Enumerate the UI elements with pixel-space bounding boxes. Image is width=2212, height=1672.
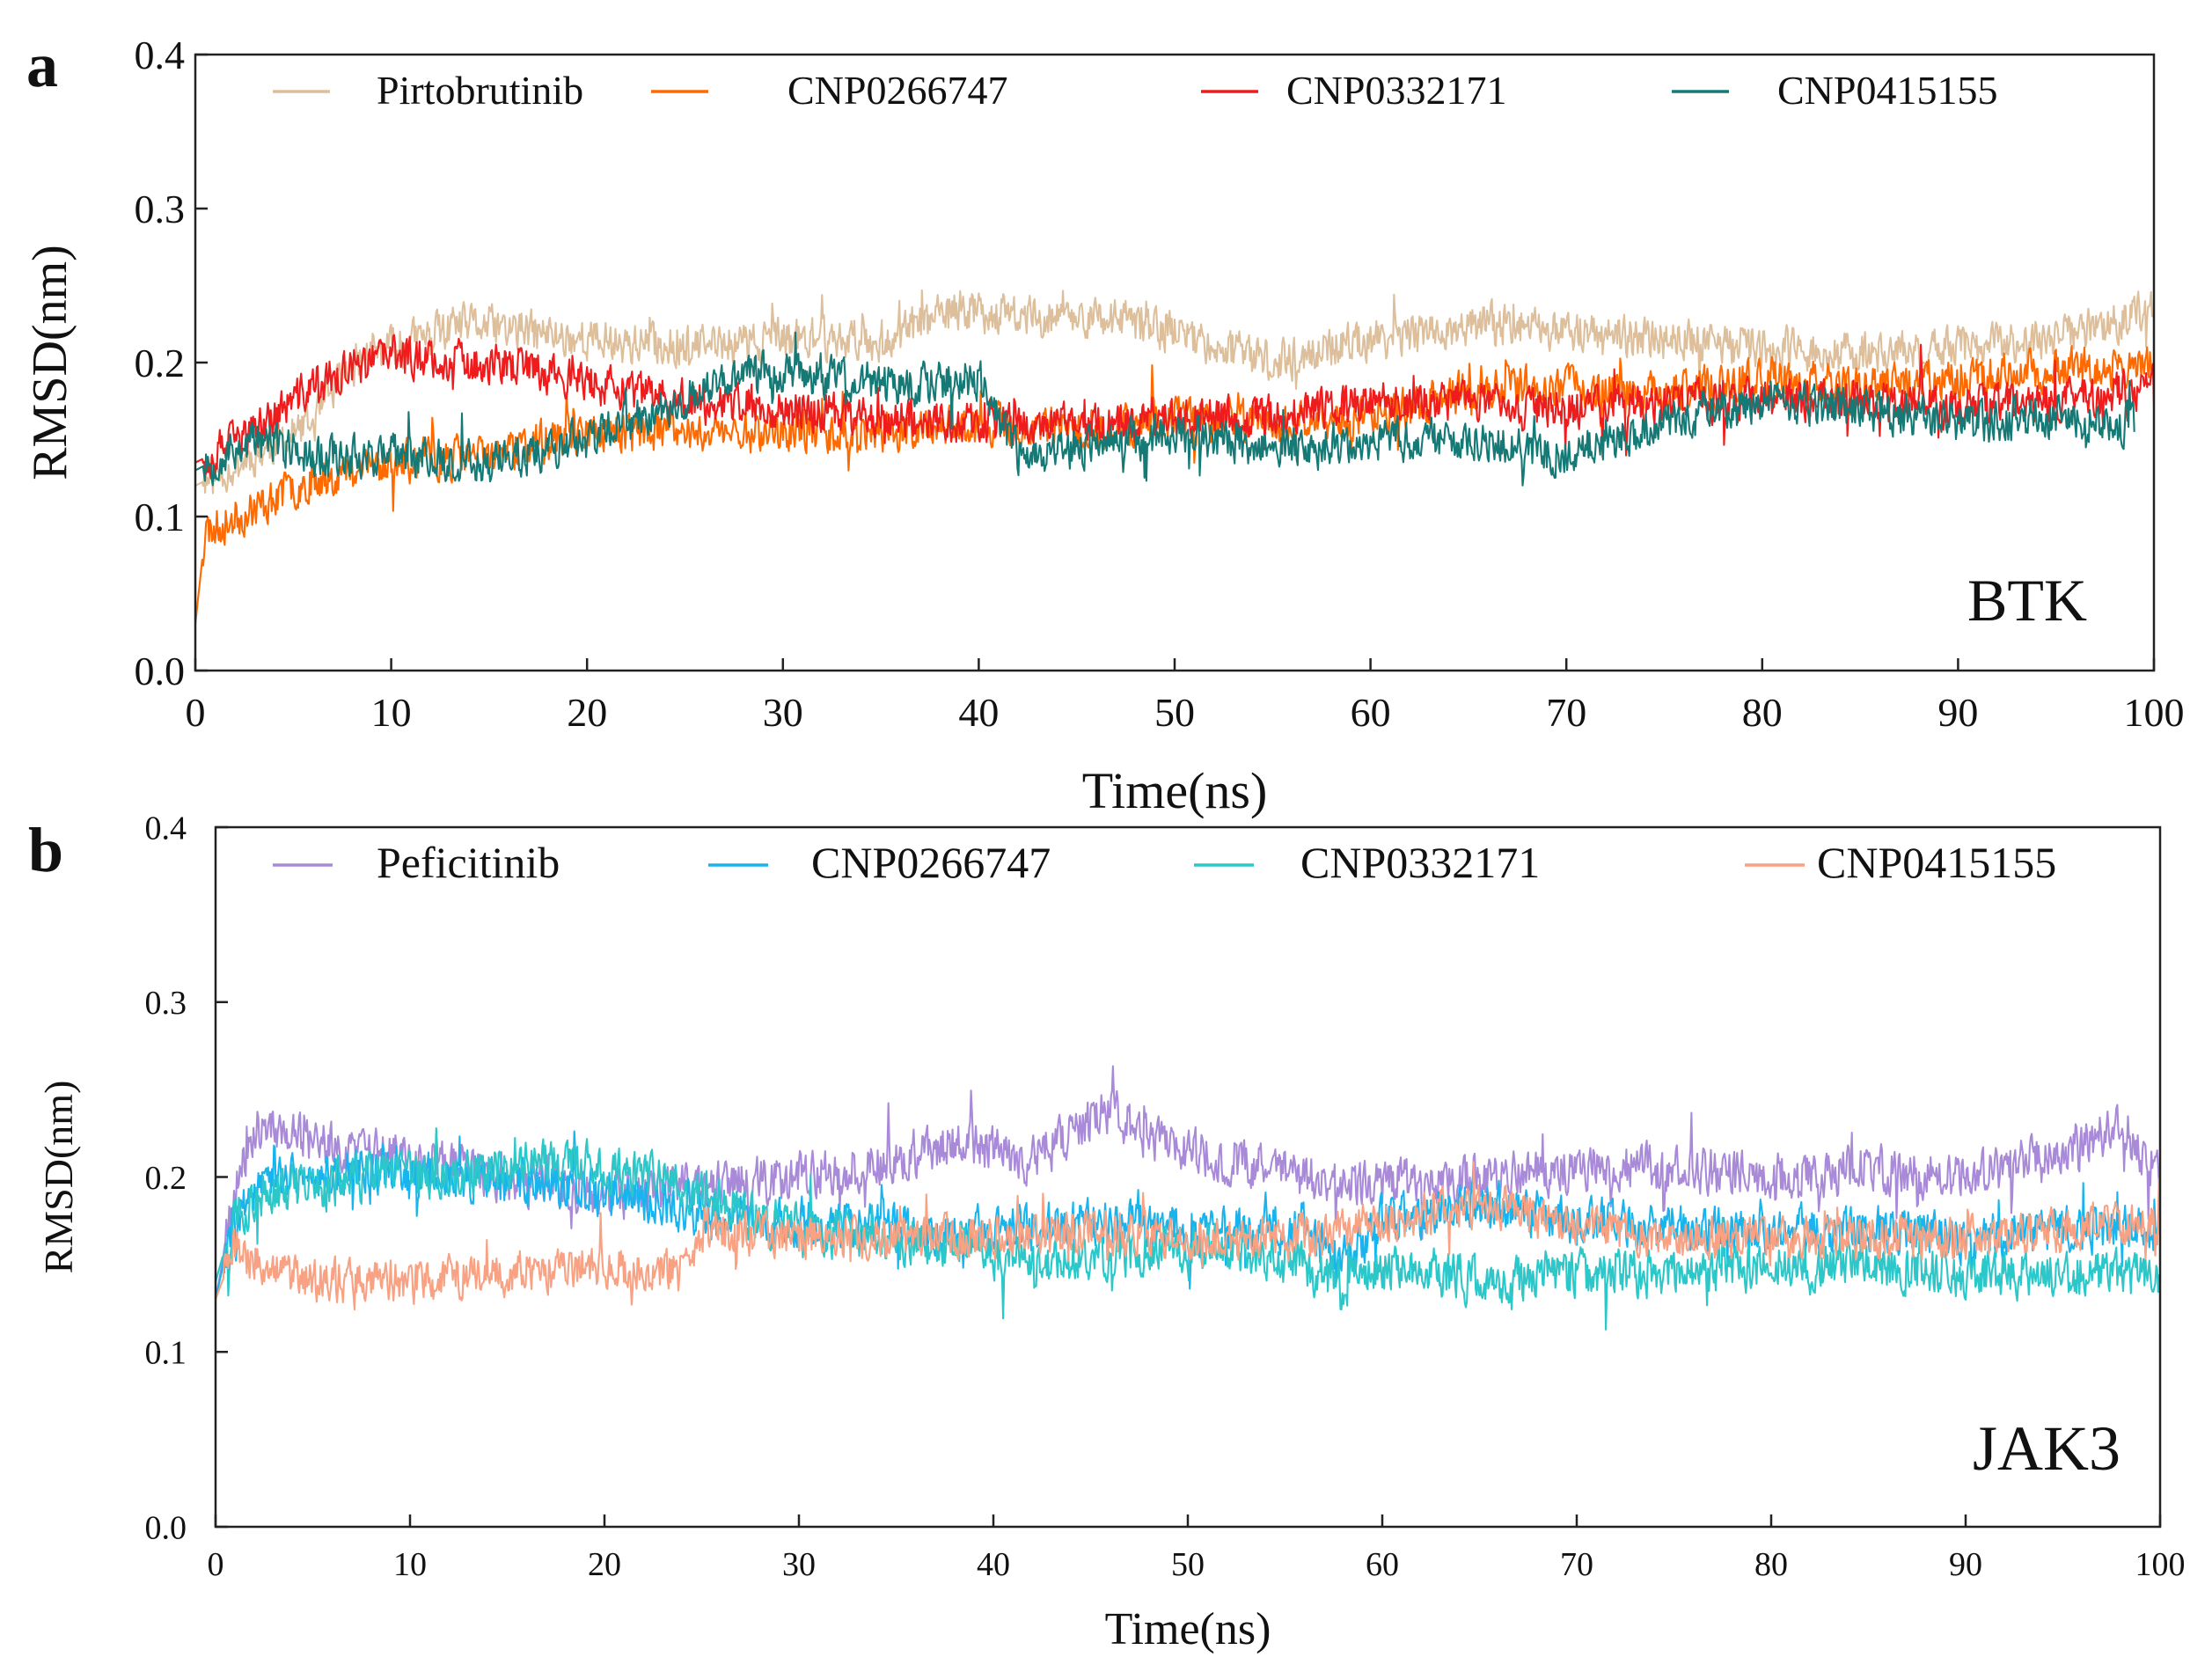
x-tick-label: 60 xyxy=(1366,1546,1399,1583)
x-tick-label: 40 xyxy=(977,1546,1010,1583)
legend-label: CNP0415155 xyxy=(1817,838,2056,887)
y-tick-label: 0.4 xyxy=(135,33,186,77)
x-tick-label: 100 xyxy=(2135,1546,2186,1583)
x-tick-label: 20 xyxy=(588,1546,621,1583)
y-tick-label: 0.3 xyxy=(135,187,186,231)
y-tick-label: 0.1 xyxy=(145,1335,187,1372)
x-tick-label: 80 xyxy=(1742,690,1783,735)
series-line-cnp0332171 xyxy=(216,1127,2160,1331)
series-line-cnp0415155 xyxy=(216,1161,2160,1311)
x-tick-label: 90 xyxy=(1949,1546,1982,1583)
legend-label: CNP0266747 xyxy=(811,838,1051,887)
y-tick-label: 0.1 xyxy=(135,495,186,539)
x-tick-label: 30 xyxy=(782,1546,816,1583)
x-tick-label: 0 xyxy=(186,690,206,735)
x-tick-label: 40 xyxy=(958,690,999,735)
chart-panel-a: 0 10 20 30 40 50 60 70 80 90 100 0.0 0.1 0.2 0.3 0.4 Tim… xyxy=(23,30,2185,819)
x-tick-label: 90 xyxy=(1937,690,1978,735)
y-tick-label: 0.0 xyxy=(135,649,186,693)
series-line-cnp0266747 xyxy=(195,344,2154,625)
y-tick-label: 0.2 xyxy=(145,1160,187,1197)
legend-label: CNP0266747 xyxy=(787,68,1007,113)
series-group xyxy=(195,289,2154,625)
panel-letter: a xyxy=(26,30,58,100)
panel-annotation: JAK3 xyxy=(1973,1413,2120,1484)
legend-label: Pirtobrutinib xyxy=(377,68,583,113)
x-tick-label: 70 xyxy=(1546,690,1586,735)
legend-label: CNP0415155 xyxy=(1777,68,1997,113)
y-axis-label: RMSD(nm) xyxy=(36,1081,81,1274)
chart-panel-b: 0 10 20 30 40 50 60 70 80 90 100 0.0 0.1 0.2 0.3 0.4 Tim… xyxy=(28,810,2186,1654)
x-tick-label: 60 xyxy=(1351,690,1391,735)
series-group xyxy=(216,1065,2160,1331)
y-tick-label: 0.2 xyxy=(135,341,186,385)
y-tick-label: 0.4 xyxy=(145,810,187,847)
x-axis-label: Time(ns) xyxy=(1082,762,1268,819)
x-axis-label: Time(ns) xyxy=(1105,1604,1271,1654)
series-line-cnp0332171 xyxy=(195,334,2154,480)
x-tick-label: 10 xyxy=(393,1546,427,1583)
x-tick-label: 50 xyxy=(1154,690,1195,735)
x-tick-label: 100 xyxy=(2124,690,2185,735)
y-axis-label: RMSD(nm) xyxy=(23,245,77,480)
panel-annotation: BTK xyxy=(1967,567,2087,634)
series-line-peficitinib xyxy=(216,1065,2160,1300)
series-line-cnp0415155 xyxy=(195,331,2135,487)
legend: Pirtobrutinib CNP0266747 CNP0332171 CNP0415… xyxy=(273,68,1997,113)
x-tick-label: 50 xyxy=(1171,1546,1205,1583)
legend-label: Peficitinib xyxy=(377,838,560,887)
x-tick-label: 30 xyxy=(763,690,803,735)
series-line-pirtobrutinib xyxy=(195,289,2154,495)
legend: Peficitinib CNP0266747 CNP0332171 CNP041515… xyxy=(273,838,2056,887)
y-tick-label: 0.0 xyxy=(145,1509,187,1546)
legend-label: CNP0332171 xyxy=(1300,838,1540,887)
x-tick-label: 80 xyxy=(1754,1546,1788,1583)
x-tick-label: 70 xyxy=(1560,1546,1593,1583)
legend-label: CNP0332171 xyxy=(1286,68,1506,113)
panel-letter: b xyxy=(28,815,63,885)
x-tick-label: 20 xyxy=(567,690,607,735)
x-tick-label: 10 xyxy=(371,690,412,735)
y-tick-label: 0.3 xyxy=(145,985,187,1022)
x-tick-label: 0 xyxy=(208,1546,224,1583)
